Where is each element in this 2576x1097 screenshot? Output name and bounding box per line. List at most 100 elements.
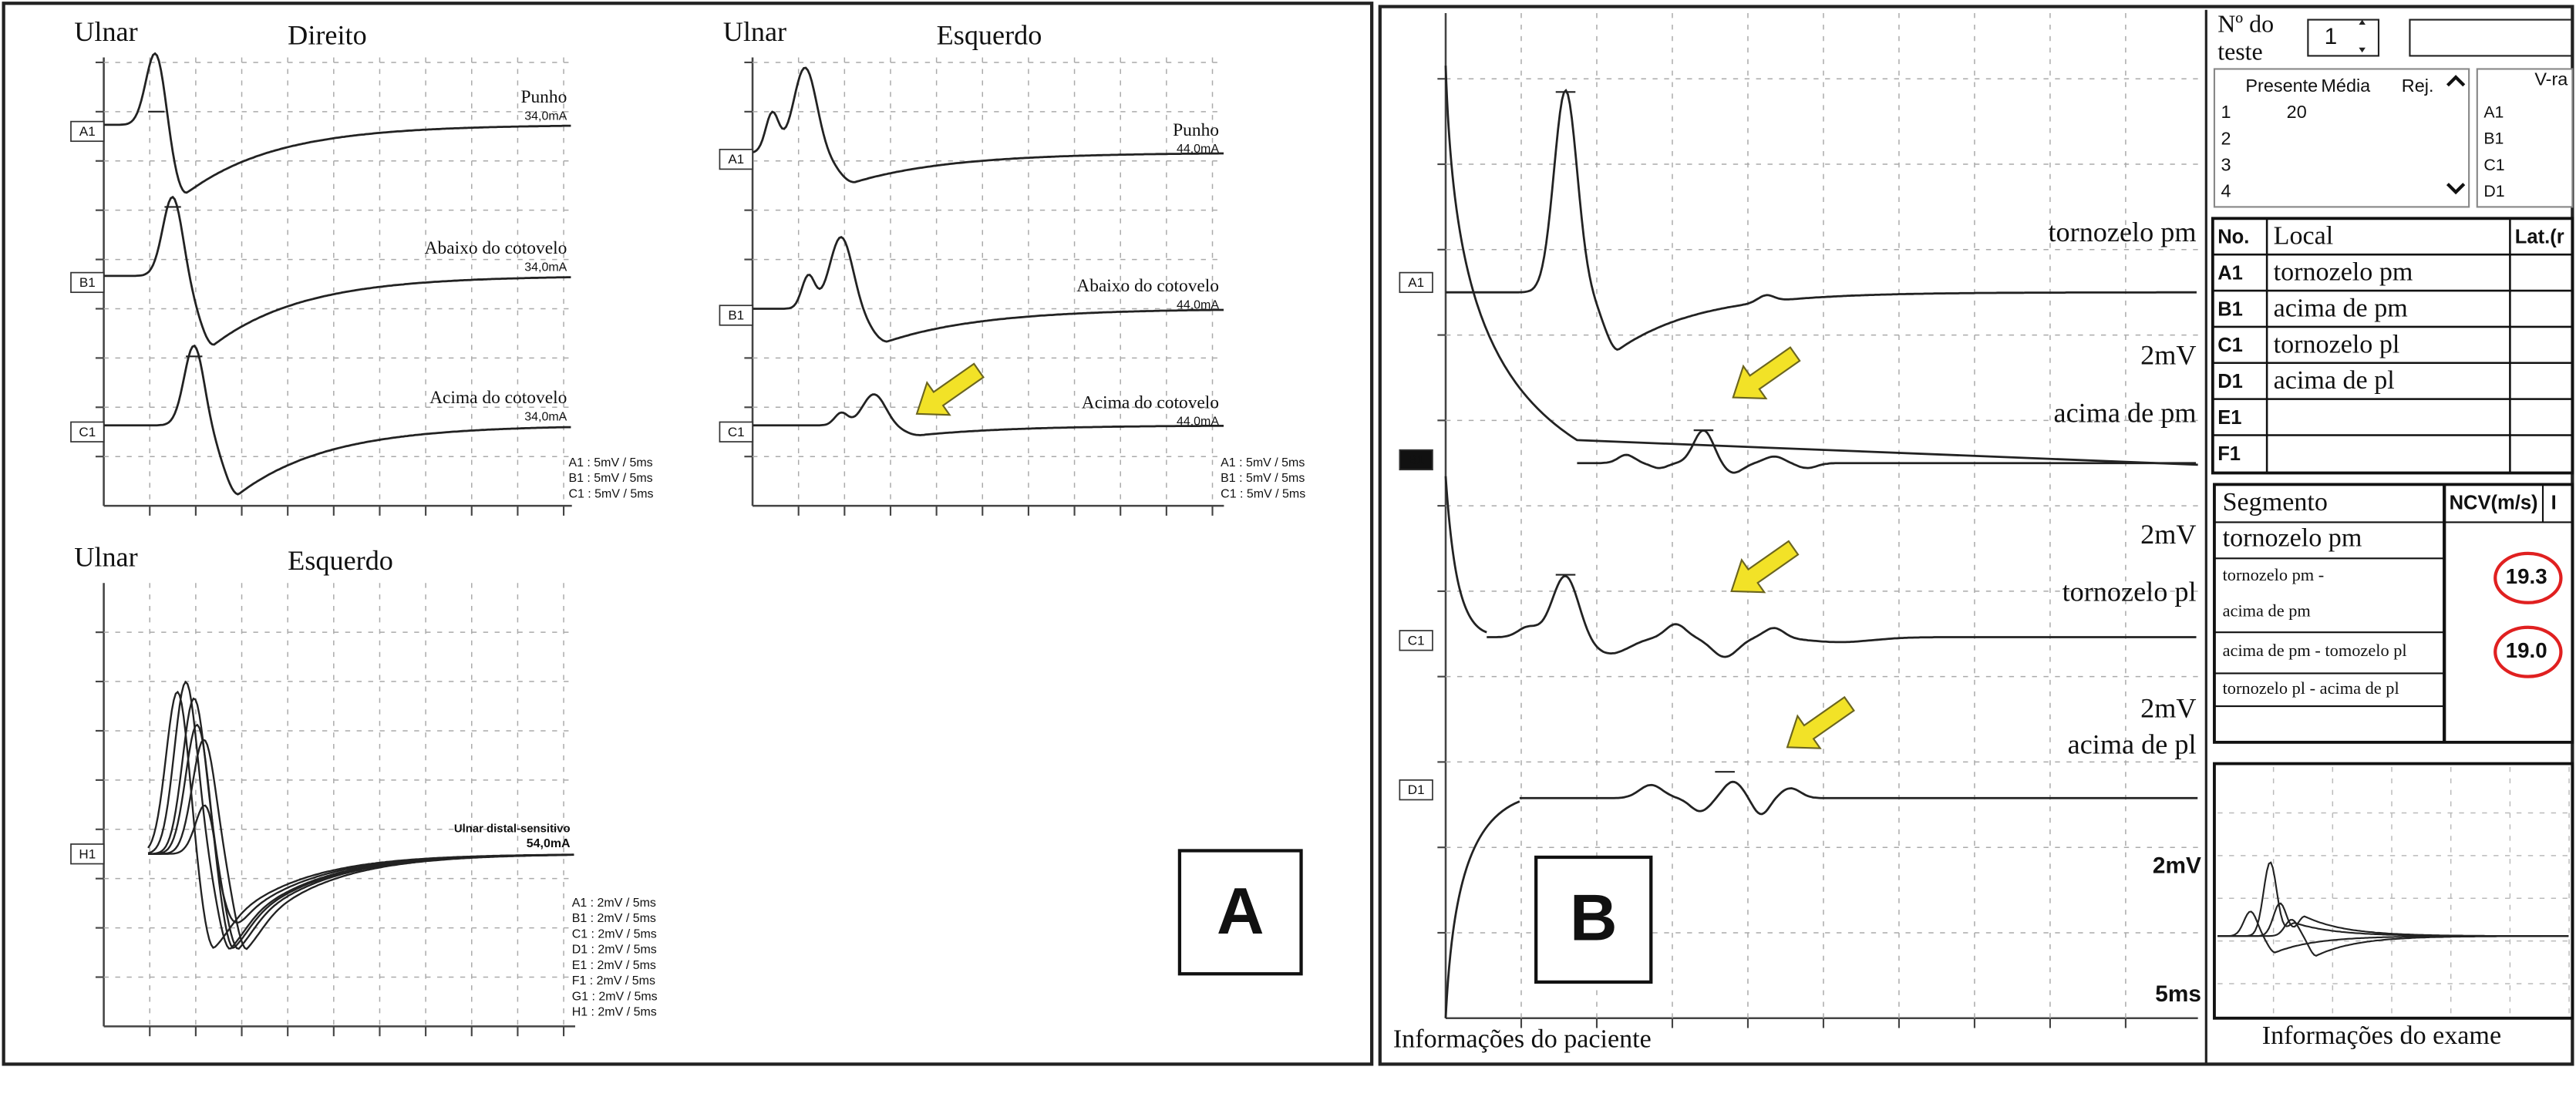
waveform	[1487, 574, 2197, 658]
arrow	[1786, 695, 1855, 749]
channel-label: C1	[728, 425, 745, 439]
table-header: Segmento	[2223, 488, 2328, 517]
spin-arrows	[2359, 19, 2366, 53]
site-label: Abaixo do cotovelo	[1076, 276, 1219, 296]
panel-label-box	[1534, 855, 1653, 984]
segment-cell: tornozelo pm -	[2223, 565, 2325, 584]
trace-label: tornozelo pm	[2048, 217, 2196, 247]
test-label: teste	[2217, 39, 2263, 66]
channel-box	[1399, 449, 1433, 471]
channel-label: H1	[79, 846, 96, 861]
trace-label: 2mV	[2140, 519, 2196, 550]
waveform	[148, 739, 574, 951]
table-cell: C1	[2217, 335, 2243, 356]
channel-label: B1	[79, 275, 96, 290]
channel-box	[719, 305, 753, 326]
ncv-value: 19.3	[2506, 564, 2547, 588]
channel-label: B1	[1408, 453, 1424, 467]
channel-box	[70, 421, 105, 443]
mini-plot	[2213, 762, 2574, 1020]
scale-label: F1 : 2mV / 5ms	[572, 974, 655, 988]
exam-info: Informações do exame	[2262, 1021, 2501, 1050]
panel-a-border	[2, 2, 1374, 1066]
input-box	[2409, 19, 2574, 57]
scale-label: C1 : 5mV / 5ms	[568, 487, 653, 500]
arrow	[1730, 540, 1800, 594]
table-cell: D1	[2217, 371, 2243, 392]
spin-box	[2307, 19, 2380, 57]
table-cell: acima de pm	[2274, 294, 2408, 322]
channel-box	[1399, 271, 1433, 294]
segment-cell: acima de pm	[2223, 601, 2312, 621]
segments-table	[2213, 483, 2574, 744]
channel-label: C1	[79, 425, 96, 439]
site-label: Punho	[520, 87, 567, 107]
stimulus-label: 34,0mA	[524, 410, 567, 423]
trace-label: 2mV	[2140, 340, 2196, 371]
scale-label: A1 : 5mV / 5ms	[1221, 456, 1305, 469]
decay-curve	[1444, 476, 1487, 634]
stimulus-label: 44,0mA	[1177, 298, 1219, 311]
stimulus-label: 34,0mA	[524, 261, 567, 274]
waveform	[1577, 429, 2197, 474]
channel-box	[1399, 630, 1433, 651]
table-header: No.	[2217, 227, 2249, 248]
table-cell: tornozelo pl	[2274, 330, 2400, 358]
trace-label: acima de pl	[2068, 729, 2197, 760]
arrow	[915, 362, 985, 416]
table-header: I	[2551, 493, 2557, 514]
stimulus-label: 44,0mA	[1177, 143, 1219, 156]
waveform	[103, 344, 571, 496]
averaging-list	[2213, 68, 2470, 208]
plot-nerve: Ulnar	[74, 16, 137, 47]
channel-label: A1	[728, 152, 744, 167]
trace-label: 2mV	[2140, 693, 2196, 724]
site-label: Ulnar distal-sensitivo	[454, 823, 571, 836]
sites-table	[2211, 217, 2574, 475]
table-header: Local	[2274, 222, 2334, 251]
highlight-circle	[2494, 625, 2563, 678]
site-label: Acima do cotovelo	[1082, 392, 1219, 412]
site-label: Punho	[1173, 120, 1219, 140]
site-label: Acima do cotovelo	[429, 388, 567, 408]
channel-label: A1	[1408, 275, 1424, 290]
channel-label: A1	[79, 124, 96, 139]
waveform	[103, 52, 571, 194]
scale-label: D1 : 2mV / 5ms	[572, 944, 657, 957]
scale-label: E1 : 2mV / 5ms	[572, 959, 656, 972]
scale-label: C1 : 5mV / 5ms	[1221, 487, 1305, 500]
list-header: Rej.	[2402, 76, 2434, 96]
waveform	[753, 393, 1224, 436]
patient-info: Informações do paciente	[1393, 1025, 1652, 1053]
list-cell: D1	[2483, 182, 2504, 200]
table-cell: tornozelo pm	[2274, 258, 2413, 287]
waveform	[1446, 89, 2197, 352]
trace-label: tornozelo pl	[2062, 576, 2197, 607]
list-cell: 2	[2221, 128, 2231, 148]
channel-box	[70, 843, 105, 865]
decay-curve	[1444, 800, 1520, 1018]
list-cell: 1	[2221, 102, 2231, 122]
list-cell: B1	[2483, 130, 2504, 148]
plot-side: Esquerdo	[937, 19, 1042, 50]
scale-label: B1 : 5mV / 5ms	[568, 472, 652, 485]
table-header: Lat.(r	[2515, 227, 2564, 248]
decay-curve	[1444, 66, 2198, 466]
list-header: Média	[2321, 76, 2371, 96]
channel-box	[1399, 779, 1433, 801]
channel-label: D1	[1408, 782, 1425, 797]
plot-side: Direito	[288, 19, 367, 50]
list-header: V-ra	[2534, 69, 2568, 89]
test-label: Nº do	[2217, 10, 2274, 37]
channel-label: B1	[728, 308, 744, 323]
table-cell: A1	[2217, 262, 2243, 284]
channel-list	[2476, 68, 2574, 208]
scale-label: B1 : 5mV / 5ms	[1221, 472, 1305, 485]
mini-time: 5ms	[2155, 981, 2201, 1007]
list-cell: A1	[2483, 103, 2504, 122]
table-cell: acima de pl	[2274, 366, 2395, 395]
stimulus-label: 54,0mA	[527, 837, 571, 850]
scale-label: A1 : 5mV / 5ms	[568, 456, 652, 469]
scale-label: H1 : 2mV / 5ms	[572, 1006, 657, 1019]
list-cell: C1	[2483, 156, 2504, 174]
